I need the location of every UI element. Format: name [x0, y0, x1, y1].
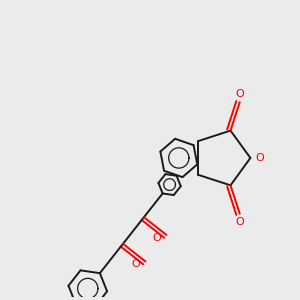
- Text: O: O: [236, 217, 244, 227]
- Text: O: O: [152, 233, 161, 243]
- Text: O: O: [255, 153, 264, 163]
- Text: O: O: [131, 259, 140, 269]
- Text: O: O: [236, 89, 244, 99]
